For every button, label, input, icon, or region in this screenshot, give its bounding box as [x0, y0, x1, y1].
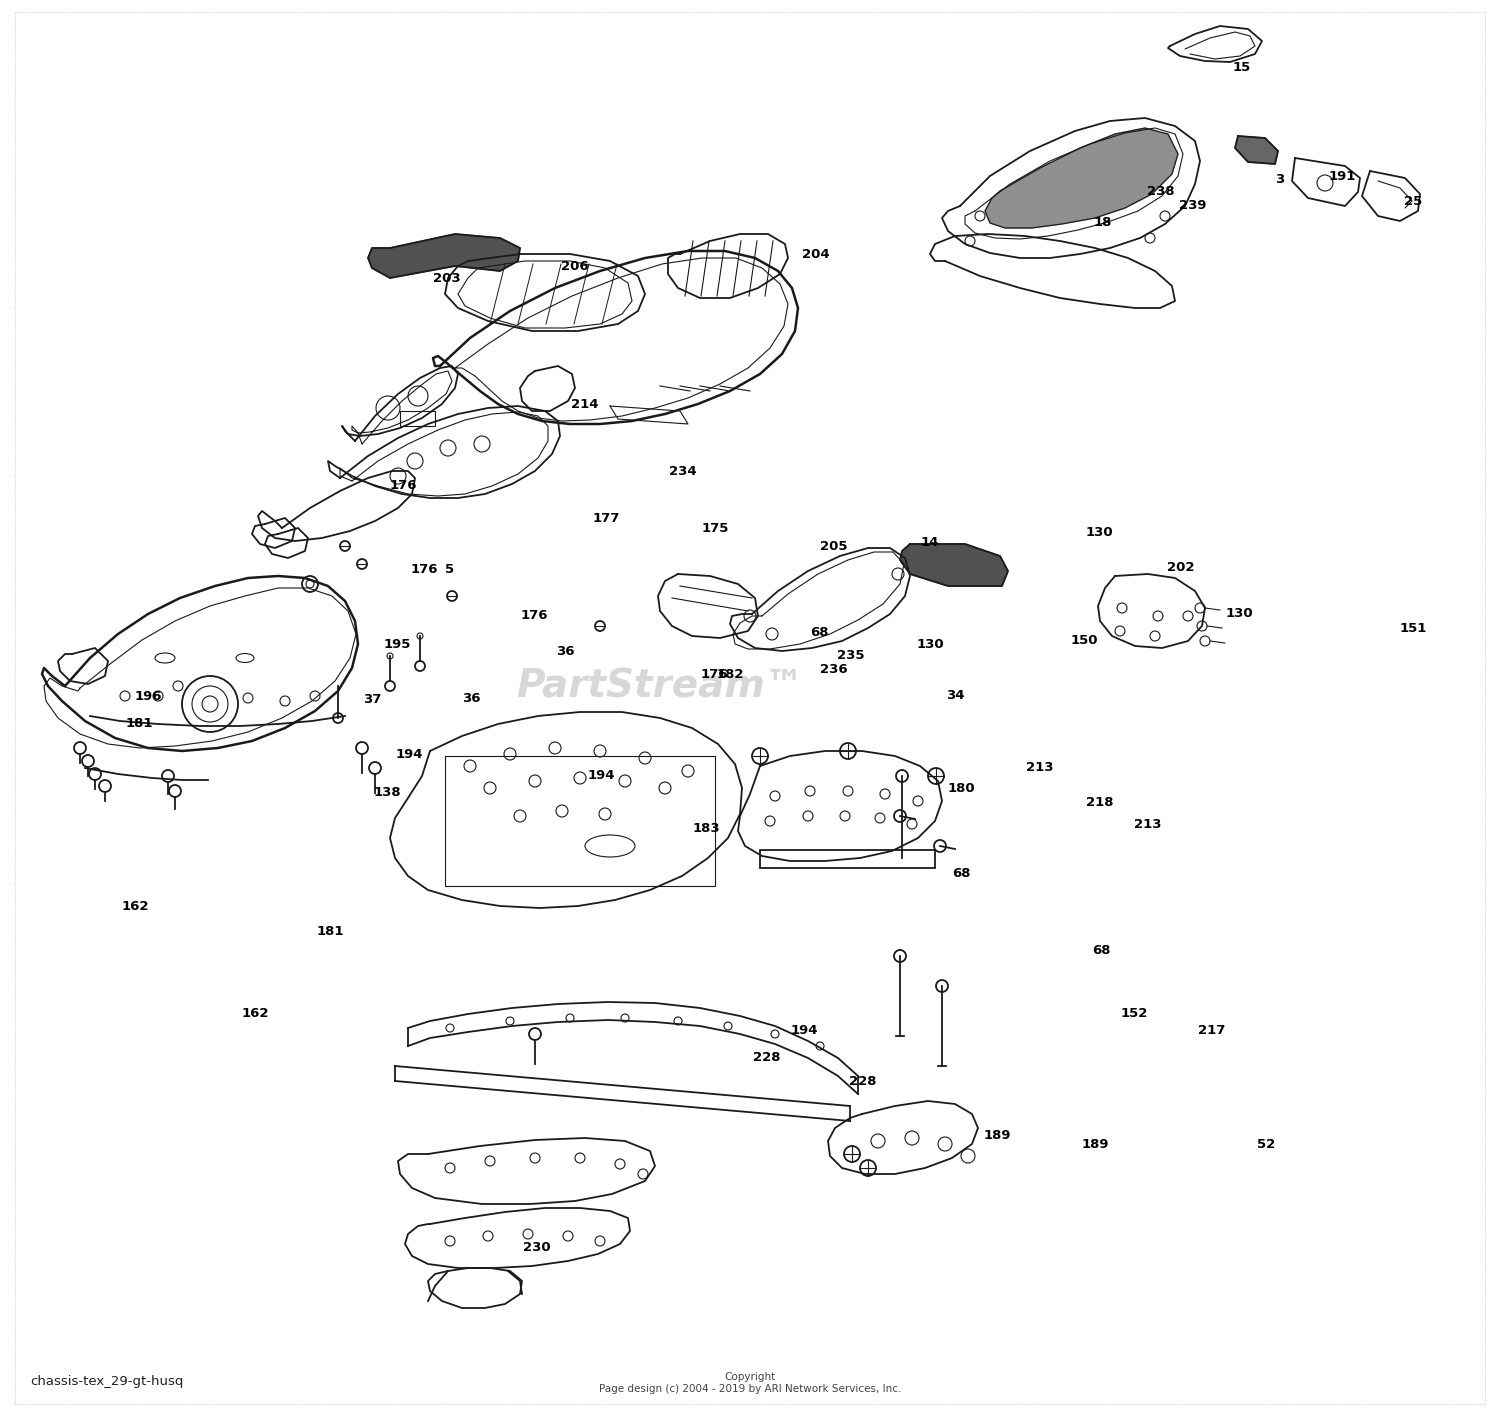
Text: 230: 230 — [524, 1240, 550, 1255]
Text: 52: 52 — [1257, 1137, 1275, 1151]
Text: 176: 176 — [700, 667, 727, 681]
Text: 177: 177 — [592, 511, 619, 525]
Text: 34: 34 — [946, 688, 964, 702]
Text: 183: 183 — [693, 821, 720, 835]
Text: 214: 214 — [572, 398, 598, 412]
Text: 202: 202 — [1167, 561, 1194, 575]
Bar — [760, 850, 934, 868]
Text: 203: 203 — [433, 272, 460, 286]
Text: 181: 181 — [316, 925, 344, 939]
Text: 14: 14 — [921, 535, 939, 549]
Text: 151: 151 — [1400, 622, 1426, 636]
Text: 189: 189 — [1082, 1137, 1108, 1151]
Text: 130: 130 — [1086, 525, 1113, 539]
Text: 194: 194 — [588, 769, 615, 783]
Text: 175: 175 — [702, 521, 729, 535]
Polygon shape — [1234, 136, 1278, 164]
Text: 68: 68 — [1092, 943, 1110, 957]
Text: 162: 162 — [242, 1007, 268, 1021]
Text: 205: 205 — [821, 539, 848, 554]
Text: 162: 162 — [122, 899, 148, 913]
Text: 68: 68 — [810, 626, 828, 640]
Text: 130: 130 — [916, 637, 944, 651]
Text: 180: 180 — [948, 782, 975, 796]
Text: 228: 228 — [753, 1051, 780, 1065]
Polygon shape — [900, 544, 1008, 586]
Text: 195: 195 — [384, 637, 411, 651]
Bar — [400, 411, 435, 426]
Text: chassis-tex_29-gt-husq: chassis-tex_29-gt-husq — [30, 1375, 183, 1388]
Text: 238: 238 — [1148, 184, 1174, 198]
Text: 37: 37 — [363, 692, 381, 707]
Text: 36: 36 — [556, 644, 574, 658]
Text: 194: 194 — [396, 748, 423, 762]
Text: 213: 213 — [1026, 760, 1053, 775]
Text: 152: 152 — [1120, 1007, 1148, 1021]
Text: 181: 181 — [126, 716, 153, 731]
Text: 36: 36 — [462, 691, 480, 705]
Text: 18: 18 — [1094, 215, 1112, 229]
Text: 176: 176 — [520, 609, 548, 623]
Text: 236: 236 — [821, 663, 848, 677]
Text: 15: 15 — [1233, 61, 1251, 75]
Text: 68: 68 — [952, 867, 970, 881]
Text: 176: 176 — [411, 562, 438, 576]
Text: 138: 138 — [374, 786, 400, 800]
Text: 191: 191 — [1329, 170, 1356, 184]
Polygon shape — [986, 127, 1178, 228]
Text: 150: 150 — [1071, 633, 1098, 647]
Text: 204: 204 — [802, 248, 830, 262]
Text: Copyright
Page design (c) 2004 - 2019 by ARI Network Services, Inc.: Copyright Page design (c) 2004 - 2019 by… — [598, 1372, 902, 1393]
Text: 3: 3 — [1275, 173, 1284, 187]
Text: 176: 176 — [390, 479, 417, 493]
Text: 25: 25 — [1404, 194, 1422, 208]
Text: 196: 196 — [135, 690, 162, 704]
Text: 228: 228 — [849, 1075, 876, 1089]
Text: 218: 218 — [1086, 796, 1113, 810]
Text: 217: 217 — [1198, 1024, 1225, 1038]
Text: 213: 213 — [1134, 817, 1161, 831]
Text: 234: 234 — [669, 464, 696, 479]
Text: 5: 5 — [446, 562, 454, 576]
Bar — [446, 756, 716, 886]
Text: 130: 130 — [1226, 606, 1252, 620]
Text: PartStream™: PartStream™ — [516, 667, 804, 705]
Polygon shape — [368, 234, 520, 278]
Text: 206: 206 — [561, 259, 588, 273]
Text: 239: 239 — [1179, 198, 1206, 212]
Text: 189: 189 — [984, 1129, 1011, 1143]
Text: 235: 235 — [837, 649, 864, 663]
Text: 194: 194 — [790, 1024, 818, 1038]
Text: 182: 182 — [717, 667, 744, 681]
